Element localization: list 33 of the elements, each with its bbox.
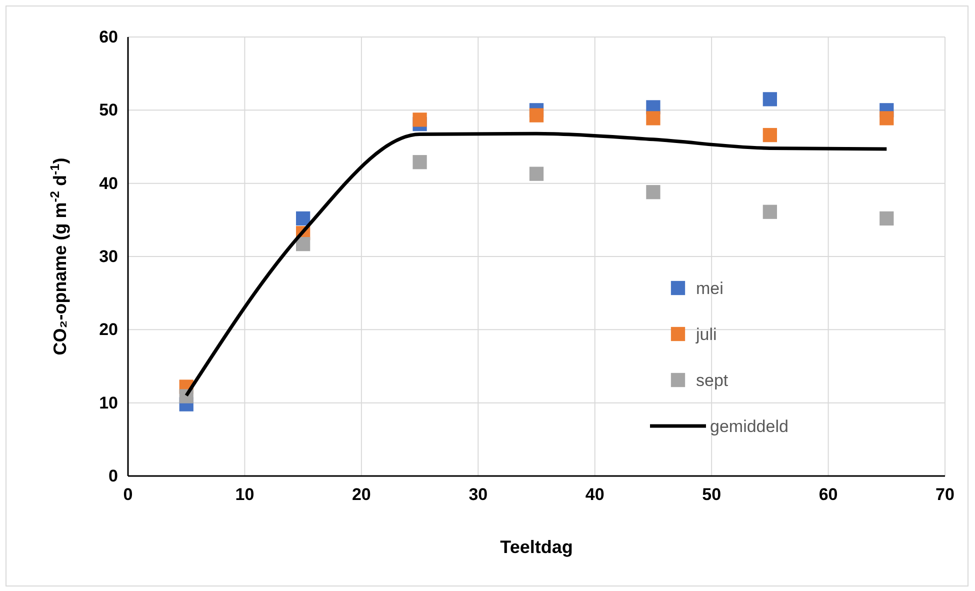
point <box>646 111 660 126</box>
x-axis-title: Teeltdag <box>500 537 573 557</box>
legend-label: sept <box>696 370 728 390</box>
x-tick-label: 40 <box>585 485 604 504</box>
point <box>529 108 544 122</box>
point <box>296 211 310 226</box>
point <box>762 128 777 142</box>
y-tick-label: 30 <box>99 246 118 266</box>
y-tick-label: 60 <box>99 27 118 46</box>
x-tick-label: 70 <box>936 485 954 504</box>
legend-label: mei <box>696 278 724 298</box>
y-tick-label: 40 <box>99 174 118 193</box>
x-tick-label: 0 <box>123 485 133 504</box>
x-tick-label: 30 <box>468 485 488 504</box>
point <box>880 211 894 226</box>
point <box>412 112 427 127</box>
y-tick-label: 50 <box>99 100 118 120</box>
point <box>412 155 427 170</box>
x-tick-label: 60 <box>818 485 838 504</box>
point <box>529 166 544 181</box>
point <box>762 92 777 106</box>
x-tick-label: 50 <box>702 485 722 504</box>
legend-label: juli <box>695 324 717 344</box>
point <box>296 236 310 252</box>
y-tick-label: 10 <box>99 393 118 412</box>
point <box>762 204 777 219</box>
point <box>646 185 660 200</box>
y-tick-label: 20 <box>99 320 118 340</box>
point <box>880 111 894 126</box>
legend-label: gemiddeld <box>710 416 788 436</box>
x-tick-label: 20 <box>352 485 371 504</box>
y-tick-label: 0 <box>108 466 118 486</box>
x-tick-label: 10 <box>235 485 254 504</box>
